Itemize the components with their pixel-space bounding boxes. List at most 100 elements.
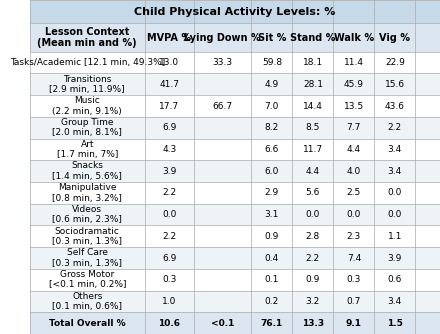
- Text: 4.3: 4.3: [162, 145, 176, 154]
- Text: Others
[0.1 min, 0.6%]: Others [0.1 min, 0.6%]: [52, 292, 122, 311]
- Text: Self Care
[0.3 min, 1.3%]: Self Care [0.3 min, 1.3%]: [52, 248, 122, 268]
- Text: 2.2: 2.2: [162, 232, 176, 241]
- FancyBboxPatch shape: [30, 291, 440, 312]
- Text: 3.9: 3.9: [388, 254, 402, 263]
- Text: 0.7: 0.7: [347, 297, 361, 306]
- Text: 0.6: 0.6: [388, 275, 402, 284]
- Text: Sociodramatic
[0.3 min, 1.3%]: Sociodramatic [0.3 min, 1.3%]: [52, 226, 122, 246]
- Text: 0.2: 0.2: [265, 297, 279, 306]
- Text: 0.9: 0.9: [265, 232, 279, 241]
- Text: MVPA %: MVPA %: [147, 33, 191, 42]
- Text: 2.2: 2.2: [162, 188, 176, 197]
- Text: Lesson Context
(Mean min and %): Lesson Context (Mean min and %): [37, 27, 137, 48]
- FancyBboxPatch shape: [30, 182, 440, 204]
- Text: <0.1: <0.1: [211, 319, 235, 328]
- Text: 13.5: 13.5: [344, 102, 364, 111]
- Text: 17.7: 17.7: [159, 102, 180, 111]
- Text: Total Overall %: Total Overall %: [49, 319, 125, 328]
- FancyBboxPatch shape: [30, 160, 440, 182]
- Text: 3.9: 3.9: [162, 167, 176, 176]
- Text: 2.2: 2.2: [388, 123, 402, 132]
- Text: Videos
[0.6 min, 2.3%]: Videos [0.6 min, 2.3%]: [52, 205, 122, 224]
- Text: Music
(2.2 min, 9.1%): Music (2.2 min, 9.1%): [52, 96, 122, 116]
- Text: Art
[1.7 min, 7%]: Art [1.7 min, 7%]: [57, 140, 118, 159]
- Text: 0.4: 0.4: [265, 254, 279, 263]
- Text: Vig %: Vig %: [379, 33, 411, 42]
- Text: 3.4: 3.4: [388, 167, 402, 176]
- Text: 11.7: 11.7: [303, 145, 323, 154]
- Text: 3.1: 3.1: [265, 210, 279, 219]
- Text: Tasks/Academic [12.1 min, 49.3%]: Tasks/Academic [12.1 min, 49.3%]: [10, 58, 165, 67]
- FancyBboxPatch shape: [30, 117, 440, 139]
- Text: 3.4: 3.4: [388, 145, 402, 154]
- FancyBboxPatch shape: [30, 139, 440, 160]
- FancyBboxPatch shape: [30, 23, 440, 52]
- Text: 4.0: 4.0: [347, 167, 361, 176]
- Text: 2.2: 2.2: [306, 254, 320, 263]
- Text: 6.6: 6.6: [265, 145, 279, 154]
- Text: 0.0: 0.0: [347, 210, 361, 219]
- Text: 1.5: 1.5: [387, 319, 403, 328]
- Text: 7.0: 7.0: [265, 102, 279, 111]
- Text: 2.9: 2.9: [265, 188, 279, 197]
- FancyBboxPatch shape: [30, 95, 440, 117]
- Text: 22.9: 22.9: [385, 58, 405, 67]
- FancyBboxPatch shape: [30, 0, 440, 23]
- Text: 0.0: 0.0: [306, 210, 320, 219]
- Text: 3.2: 3.2: [306, 297, 320, 306]
- Text: 2.5: 2.5: [347, 188, 361, 197]
- Text: 8.2: 8.2: [265, 123, 279, 132]
- Text: 41.7: 41.7: [159, 80, 180, 89]
- Text: 45.9: 45.9: [344, 80, 364, 89]
- FancyBboxPatch shape: [30, 52, 440, 73]
- Text: Transitions
[2.9 min, 11.9%]: Transitions [2.9 min, 11.9%]: [49, 74, 125, 94]
- Text: 13.0: 13.0: [159, 58, 180, 67]
- FancyBboxPatch shape: [30, 247, 440, 269]
- FancyBboxPatch shape: [30, 269, 440, 291]
- Text: 1.0: 1.0: [162, 297, 176, 306]
- Text: 3.4: 3.4: [388, 297, 402, 306]
- Text: 0.0: 0.0: [162, 210, 176, 219]
- Text: 11.4: 11.4: [344, 58, 364, 67]
- Text: 0.3: 0.3: [162, 275, 176, 284]
- Text: 0.1: 0.1: [265, 275, 279, 284]
- Text: 15.6: 15.6: [385, 80, 405, 89]
- Text: 59.8: 59.8: [262, 58, 282, 67]
- Text: 76.1: 76.1: [261, 319, 283, 328]
- Text: 33.3: 33.3: [213, 58, 233, 67]
- Text: 13.3: 13.3: [302, 319, 324, 328]
- Text: Gross Motor
[<0.1 min, 0.2%]: Gross Motor [<0.1 min, 0.2%]: [48, 270, 126, 290]
- FancyBboxPatch shape: [30, 73, 440, 95]
- Text: 4.9: 4.9: [265, 80, 279, 89]
- Text: 10.6: 10.6: [158, 319, 180, 328]
- Text: Child Physical Activity Levels: %: Child Physical Activity Levels: %: [134, 7, 336, 17]
- Text: 28.1: 28.1: [303, 80, 323, 89]
- Text: 0.0: 0.0: [388, 210, 402, 219]
- Text: 0.9: 0.9: [306, 275, 320, 284]
- FancyBboxPatch shape: [30, 225, 440, 247]
- Text: 2.8: 2.8: [306, 232, 320, 241]
- Text: Walk %: Walk %: [334, 33, 374, 42]
- Text: 9.1: 9.1: [346, 319, 362, 328]
- FancyBboxPatch shape: [30, 312, 440, 334]
- Text: 6.9: 6.9: [162, 254, 176, 263]
- Text: Lying Down %: Lying Down %: [184, 33, 261, 42]
- Text: 14.4: 14.4: [303, 102, 323, 111]
- Text: 5.6: 5.6: [306, 188, 320, 197]
- Text: 4.4: 4.4: [306, 167, 320, 176]
- Text: Stand %: Stand %: [290, 33, 336, 42]
- Text: Sit %: Sit %: [258, 33, 286, 42]
- Text: 4.4: 4.4: [347, 145, 361, 154]
- Text: 1.1: 1.1: [388, 232, 402, 241]
- Text: 6.0: 6.0: [265, 167, 279, 176]
- Text: 66.7: 66.7: [213, 102, 233, 111]
- Text: 7.7: 7.7: [347, 123, 361, 132]
- Text: 2.3: 2.3: [347, 232, 361, 241]
- Text: Snacks
[1.4 min, 5.6%]: Snacks [1.4 min, 5.6%]: [52, 161, 122, 181]
- Text: 43.6: 43.6: [385, 102, 405, 111]
- Text: 6.9: 6.9: [162, 123, 176, 132]
- Text: 7.4: 7.4: [347, 254, 361, 263]
- Text: 0.0: 0.0: [388, 188, 402, 197]
- Text: Manipulative
[0.8 min, 3.2%]: Manipulative [0.8 min, 3.2%]: [52, 183, 122, 203]
- Text: 8.5: 8.5: [306, 123, 320, 132]
